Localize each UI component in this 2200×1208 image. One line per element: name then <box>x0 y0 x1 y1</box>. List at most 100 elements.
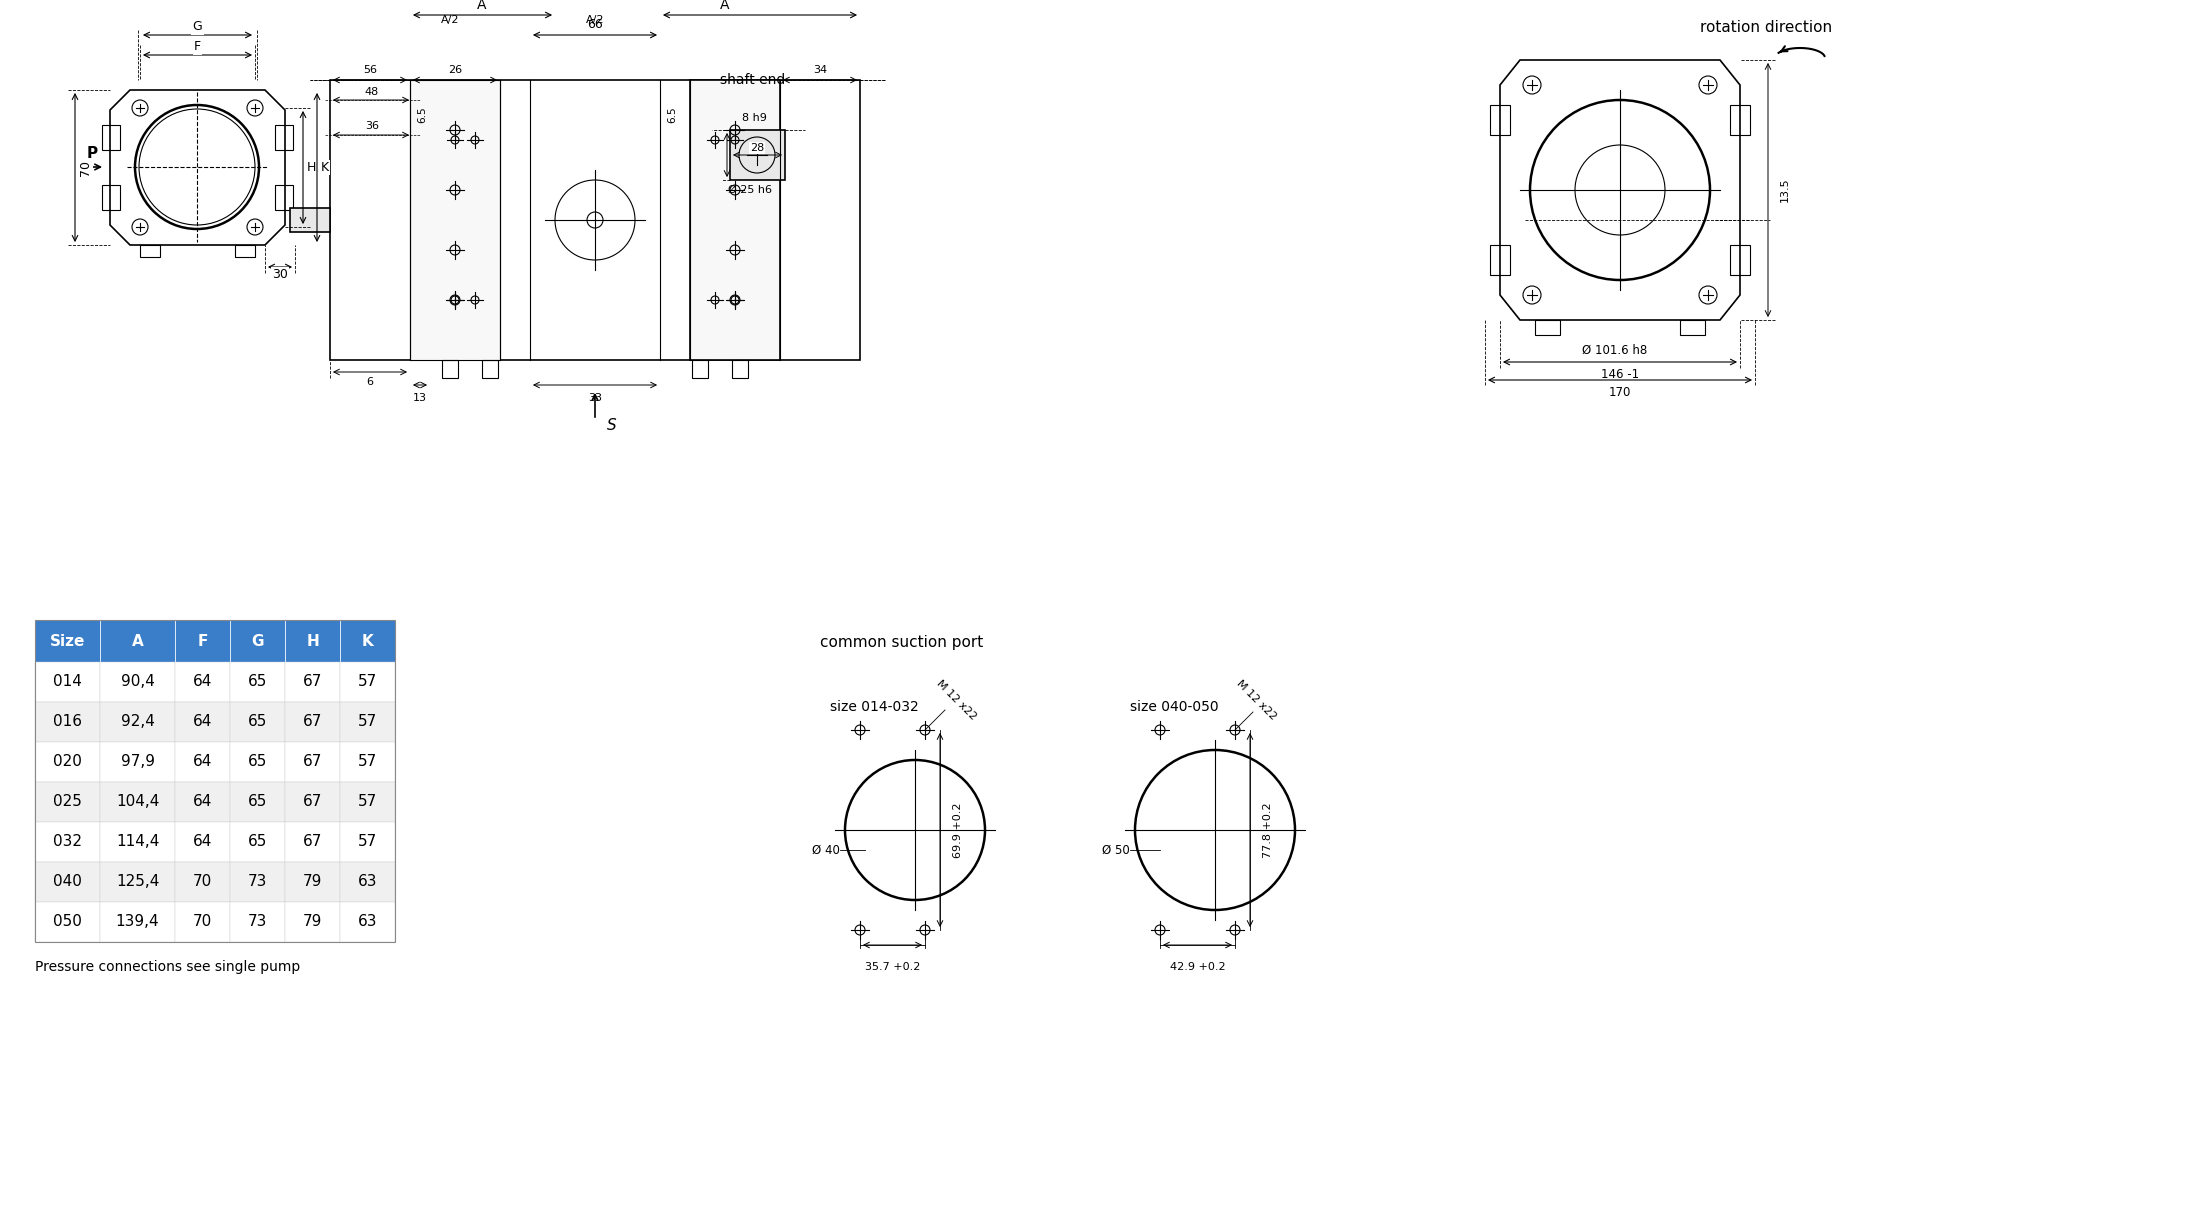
Text: 64: 64 <box>194 835 211 849</box>
Bar <box>341 902 396 942</box>
Text: 66: 66 <box>587 18 603 31</box>
Bar <box>1489 245 1509 275</box>
Bar <box>290 208 330 232</box>
Text: 6.5: 6.5 <box>418 106 427 123</box>
Text: 139,4: 139,4 <box>117 914 158 929</box>
Bar <box>99 620 176 662</box>
Bar <box>35 742 99 782</box>
Bar <box>176 620 231 662</box>
Bar <box>341 821 396 863</box>
Text: 65: 65 <box>249 674 266 690</box>
Text: H: H <box>306 161 315 174</box>
Bar <box>99 863 176 902</box>
Bar <box>176 821 231 863</box>
Bar <box>99 821 176 863</box>
Text: 040: 040 <box>53 875 81 889</box>
Text: F: F <box>194 41 200 53</box>
Bar <box>231 662 286 702</box>
Bar <box>286 782 341 821</box>
Text: 104,4: 104,4 <box>117 795 158 809</box>
Bar <box>1536 320 1560 335</box>
Text: K: K <box>321 161 330 174</box>
Text: 69.9 +0.2: 69.9 +0.2 <box>953 802 964 858</box>
Bar <box>1729 105 1749 135</box>
Bar <box>35 902 99 942</box>
Text: A: A <box>719 0 730 12</box>
Bar <box>330 80 860 360</box>
Text: M 12 x22: M 12 x22 <box>935 678 979 722</box>
Bar <box>275 185 293 210</box>
Text: 64: 64 <box>194 755 211 769</box>
Bar <box>99 742 176 782</box>
Text: 67: 67 <box>304 835 321 849</box>
Text: 34: 34 <box>814 65 827 75</box>
Bar <box>176 863 231 902</box>
Text: M 12 x22: M 12 x22 <box>1234 678 1278 722</box>
Text: 146 -1: 146 -1 <box>1602 368 1639 382</box>
Text: Size: Size <box>51 633 86 649</box>
Text: A/2: A/2 <box>585 14 605 25</box>
Bar <box>286 702 341 742</box>
Text: 64: 64 <box>194 714 211 730</box>
Text: 30: 30 <box>273 268 288 281</box>
Text: 67: 67 <box>304 755 321 769</box>
Text: 97,9: 97,9 <box>121 755 154 769</box>
Text: A: A <box>477 0 486 12</box>
Text: 125,4: 125,4 <box>117 875 158 889</box>
Text: Ø 40: Ø 40 <box>812 843 840 856</box>
Bar <box>286 902 341 942</box>
Text: 92,4: 92,4 <box>121 714 154 730</box>
Bar <box>231 620 286 662</box>
Bar <box>231 863 286 902</box>
Text: F: F <box>198 633 207 649</box>
Bar <box>231 902 286 942</box>
Text: Ø 25 h6: Ø 25 h6 <box>728 185 772 194</box>
Bar <box>99 902 176 942</box>
Text: 56: 56 <box>363 65 376 75</box>
Text: H: H <box>306 633 319 649</box>
Bar <box>275 124 293 150</box>
Text: 032: 032 <box>53 835 81 849</box>
Text: 8 h9: 8 h9 <box>741 114 768 123</box>
Text: Ø 101.6 h8: Ø 101.6 h8 <box>1582 343 1648 356</box>
Bar <box>231 821 286 863</box>
Bar <box>231 742 286 782</box>
Text: 73: 73 <box>249 914 266 929</box>
Text: 57: 57 <box>359 714 376 730</box>
Bar <box>341 782 396 821</box>
Text: 65: 65 <box>249 714 266 730</box>
Bar <box>35 863 99 902</box>
Text: 13.5: 13.5 <box>1780 178 1791 202</box>
Bar <box>235 245 255 257</box>
Text: 170: 170 <box>1608 387 1630 400</box>
Bar <box>730 130 785 180</box>
Bar <box>693 360 708 378</box>
Text: 70: 70 <box>79 159 92 175</box>
Text: 48: 48 <box>365 87 378 97</box>
Bar <box>286 662 341 702</box>
Text: rotation direction: rotation direction <box>1701 21 1833 35</box>
Text: 67: 67 <box>304 674 321 690</box>
Text: 77.8 +0.2: 77.8 +0.2 <box>1263 802 1274 858</box>
Bar <box>176 742 231 782</box>
Text: A/2: A/2 <box>440 14 460 25</box>
Text: 13: 13 <box>414 393 427 403</box>
Text: 33: 33 <box>587 393 603 403</box>
Text: 42.9 +0.2: 42.9 +0.2 <box>1170 962 1225 972</box>
Text: 79: 79 <box>304 875 321 889</box>
Bar <box>35 702 99 742</box>
Bar <box>176 902 231 942</box>
Bar <box>35 782 99 821</box>
Text: Ø 50: Ø 50 <box>1102 843 1131 856</box>
Bar <box>35 662 99 702</box>
Bar <box>176 702 231 742</box>
Bar <box>99 782 176 821</box>
Bar <box>482 360 497 378</box>
Text: 57: 57 <box>359 835 376 849</box>
Text: A: A <box>132 633 143 649</box>
Bar <box>35 620 396 942</box>
Text: 36: 36 <box>365 121 378 130</box>
Bar <box>176 662 231 702</box>
Bar <box>286 742 341 782</box>
Text: common suction port: common suction port <box>821 635 983 650</box>
